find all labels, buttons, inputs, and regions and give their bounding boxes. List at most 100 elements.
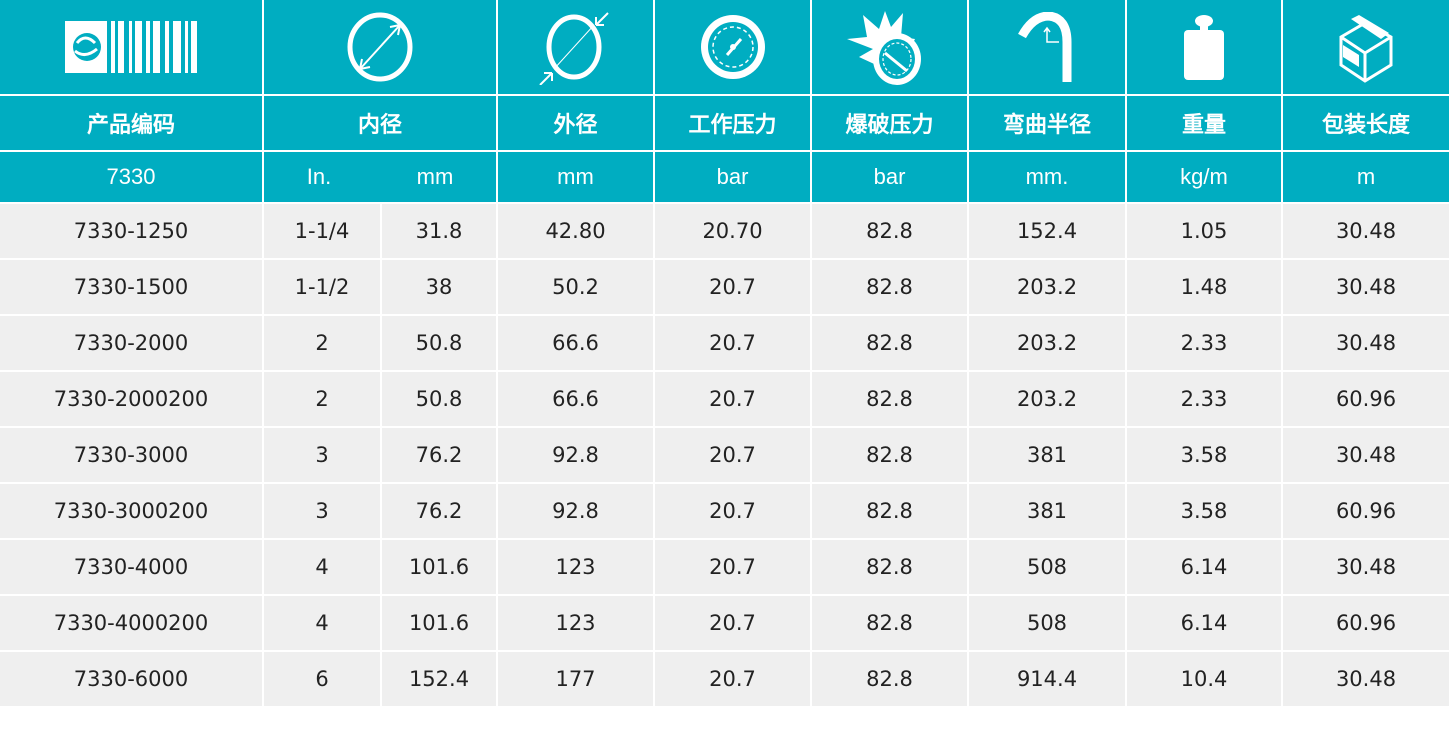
unit-code: 7330: [0, 152, 262, 202]
cell-weight: 1.05: [1127, 204, 1281, 258]
cell-inner-diameter-in: 2: [264, 372, 380, 426]
cell-package-length: 30.48: [1283, 428, 1449, 482]
cell-product-code: 7330-1500: [0, 260, 262, 314]
cell-bend-radius: 508: [969, 540, 1125, 594]
unit-bend-radius: mm.: [969, 152, 1125, 202]
cell-package-length: 30.48: [1283, 260, 1449, 314]
unit-burst-pressure: bar: [812, 152, 967, 202]
cell-inner-diameter-in: 3: [264, 428, 380, 482]
cell-burst-pressure: 82.8: [812, 428, 967, 482]
cell-weight: 6.14: [1127, 596, 1281, 650]
cell-outer-diameter: 123: [498, 596, 653, 650]
header-weight: 重量: [1127, 96, 1281, 150]
cell-outer-diameter: 92.8: [498, 484, 653, 538]
cell-inner-diameter-mm: 76.2: [382, 428, 496, 482]
cell-burst-pressure: 82.8: [812, 596, 967, 650]
cell-bend-radius: 203.2: [969, 372, 1125, 426]
cell-inner-diameter-mm: 50.8: [382, 316, 496, 370]
cell-weight: 10.4: [1127, 652, 1281, 706]
cell-weight: 2.33: [1127, 316, 1281, 370]
cell-inner-diameter-in: 1-1/2: [264, 260, 380, 314]
cell-bend-radius: 508: [969, 596, 1125, 650]
cell-weight: 3.58: [1127, 428, 1281, 482]
cell-inner-diameter-in: 2: [264, 316, 380, 370]
cell-outer-diameter: 123: [498, 540, 653, 594]
cell-outer-diameter: 50.2: [498, 260, 653, 314]
pressure-gauge-icon: [655, 0, 810, 94]
unit-outer-diameter: mm: [498, 152, 653, 202]
cell-package-length: 30.48: [1283, 204, 1449, 258]
inner-diameter-icon: [264, 0, 496, 94]
cell-package-length: 30.48: [1283, 316, 1449, 370]
cell-package-length: 60.96: [1283, 372, 1449, 426]
cell-working-pressure: 20.7: [655, 260, 810, 314]
header-outer-diameter: 外径: [498, 96, 653, 150]
cell-inner-diameter-mm: 31.8: [382, 204, 496, 258]
cell-outer-diameter: 42.80: [498, 204, 653, 258]
cell-bend-radius: 203.2: [969, 260, 1125, 314]
cell-outer-diameter: 92.8: [498, 428, 653, 482]
cell-working-pressure: 20.7: [655, 316, 810, 370]
cell-inner-diameter-mm: 50.8: [382, 372, 496, 426]
cell-working-pressure: 20.7: [655, 652, 810, 706]
cell-product-code: 7330-2000: [0, 316, 262, 370]
cell-inner-diameter-mm: 152.4: [382, 652, 496, 706]
cell-product-code: 7330-3000: [0, 428, 262, 482]
cell-working-pressure: 20.7: [655, 428, 810, 482]
cell-weight: 2.33: [1127, 372, 1281, 426]
cell-inner-diameter-mm: 38: [382, 260, 496, 314]
cell-burst-pressure: 82.8: [812, 204, 967, 258]
cell-outer-diameter: 177: [498, 652, 653, 706]
cell-bend-radius: 914.4: [969, 652, 1125, 706]
cell-bend-radius: 381: [969, 484, 1125, 538]
cell-working-pressure: 20.70: [655, 204, 810, 258]
cell-product-code: 7330-1250: [0, 204, 262, 258]
cell-product-code: 7330-6000: [0, 652, 262, 706]
unit-mm: mm: [416, 164, 454, 189]
cell-inner-diameter-in: 4: [264, 596, 380, 650]
cell-inner-diameter-in: 1-1/4: [264, 204, 380, 258]
product-spec-table: 产品编码 内径 外径 工作压力 爆破压力 弯曲半径 重量 包装长度 7330 I…: [0, 0, 1449, 706]
cell-bend-radius: 381: [969, 428, 1125, 482]
bend-radius-icon: [969, 0, 1125, 94]
unit-package-length: m: [1283, 152, 1449, 202]
unit-inner-diameter: In. mm: [264, 152, 496, 202]
cell-working-pressure: 20.7: [655, 540, 810, 594]
cell-burst-pressure: 82.8: [812, 316, 967, 370]
cell-package-length: 30.48: [1283, 652, 1449, 706]
cell-inner-diameter-in: 3: [264, 484, 380, 538]
weight-icon: [1127, 0, 1281, 94]
cell-inner-diameter-in: 6: [264, 652, 380, 706]
cell-burst-pressure: 82.8: [812, 260, 967, 314]
header-bend-radius: 弯曲半径: [969, 96, 1125, 150]
cell-working-pressure: 20.7: [655, 372, 810, 426]
outer-diameter-icon: [498, 0, 653, 94]
cell-burst-pressure: 82.8: [812, 540, 967, 594]
cell-package-length: 60.96: [1283, 596, 1449, 650]
cell-inner-diameter-in: 4: [264, 540, 380, 594]
cell-outer-diameter: 66.6: [498, 372, 653, 426]
cell-package-length: 30.48: [1283, 540, 1449, 594]
header-inner-diameter: 内径: [264, 96, 496, 150]
cell-working-pressure: 20.7: [655, 596, 810, 650]
burst-pressure-icon: [812, 0, 967, 94]
cell-weight: 6.14: [1127, 540, 1281, 594]
unit-weight: kg/m: [1127, 152, 1281, 202]
cell-inner-diameter-mm: 76.2: [382, 484, 496, 538]
cell-burst-pressure: 82.8: [812, 652, 967, 706]
cell-bend-radius: 203.2: [969, 316, 1125, 370]
cell-product-code: 7330-3000200: [0, 484, 262, 538]
cell-bend-radius: 152.4: [969, 204, 1125, 258]
cell-product-code: 7330-4000200: [0, 596, 262, 650]
unit-inch: In.: [306, 164, 332, 189]
cell-inner-diameter-mm: 101.6: [382, 540, 496, 594]
cell-burst-pressure: 82.8: [812, 484, 967, 538]
cell-package-length: 60.96: [1283, 484, 1449, 538]
header-product-code: 产品编码: [0, 96, 262, 150]
cell-product-code: 7330-4000: [0, 540, 262, 594]
header-package-length: 包装长度: [1283, 96, 1449, 150]
cell-weight: 1.48: [1127, 260, 1281, 314]
package-box-icon: [1283, 0, 1449, 94]
cell-working-pressure: 20.7: [655, 484, 810, 538]
barcode-logo-icon: [0, 0, 262, 94]
